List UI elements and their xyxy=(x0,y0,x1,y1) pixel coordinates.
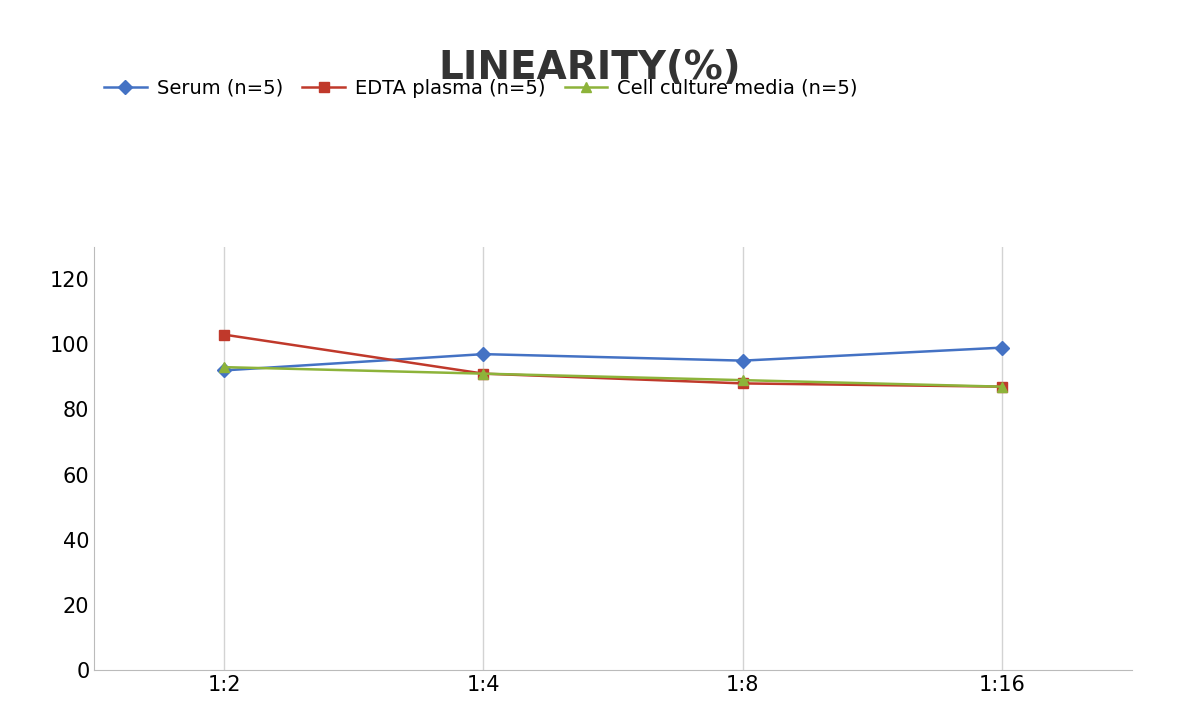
Legend: Serum (n=5), EDTA plasma (n=5), Cell culture media (n=5): Serum (n=5), EDTA plasma (n=5), Cell cul… xyxy=(104,79,857,98)
Cell culture media (n=5) xyxy=(476,369,490,378)
Line: Cell culture media (n=5): Cell culture media (n=5) xyxy=(219,362,1007,391)
Cell culture media (n=5) xyxy=(736,376,750,384)
Serum (n=5) xyxy=(217,366,231,374)
Serum (n=5) xyxy=(995,343,1009,352)
EDTA plasma (n=5) xyxy=(736,379,750,388)
Line: EDTA plasma (n=5): EDTA plasma (n=5) xyxy=(219,330,1007,391)
Serum (n=5) xyxy=(736,357,750,365)
Text: LINEARITY(%): LINEARITY(%) xyxy=(439,49,740,87)
Line: Serum (n=5): Serum (n=5) xyxy=(219,343,1007,375)
EDTA plasma (n=5) xyxy=(476,369,490,378)
Cell culture media (n=5) xyxy=(217,363,231,372)
EDTA plasma (n=5) xyxy=(995,382,1009,391)
Cell culture media (n=5) xyxy=(995,382,1009,391)
EDTA plasma (n=5) xyxy=(217,331,231,339)
Serum (n=5) xyxy=(476,350,490,358)
